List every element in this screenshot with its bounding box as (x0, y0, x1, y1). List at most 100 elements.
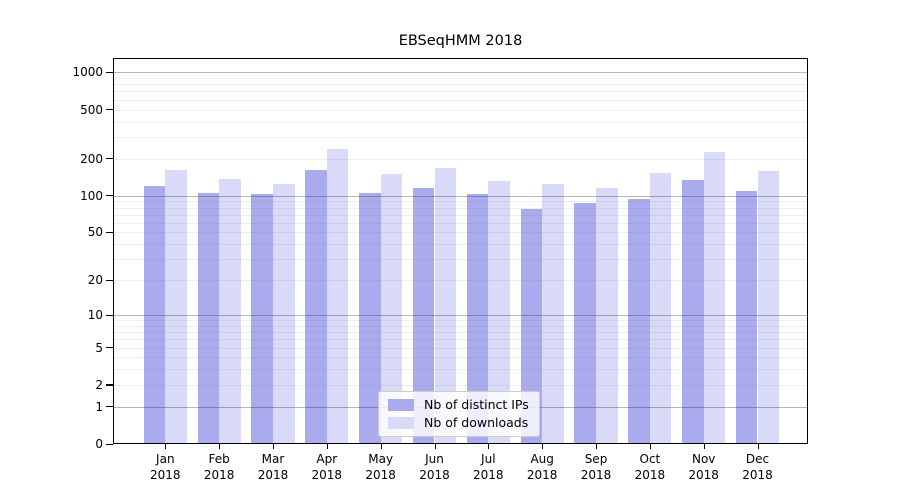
x-tick-mark (542, 444, 544, 449)
x-tick-label: Aug 2018 (510, 451, 574, 483)
legend-row-downloads: Nb of downloads (388, 415, 529, 430)
bar-distinct-ips (735, 191, 758, 444)
x-tick-label: Dec 2018 (726, 451, 790, 483)
legend-row-distinct-ips: Nb of distinct IPs (388, 397, 529, 412)
bar-downloads (596, 187, 618, 444)
y-tick-mark (106, 109, 113, 111)
x-tick-label-year: 2018 (688, 468, 719, 482)
x-tick-mark (649, 444, 652, 449)
legend-swatch-distinct-ips-icon (388, 398, 414, 411)
x-tick-mark (434, 444, 436, 449)
y-tick-label: 50 (87, 225, 103, 240)
x-tick-label-month: Dec (745, 452, 770, 466)
x-tick-label: May 2018 (349, 451, 413, 483)
x-tick-label-year: 2018 (311, 468, 343, 482)
y-tick-label: 0 (95, 437, 103, 451)
bar-downloads (434, 168, 457, 444)
y-tick-mark (106, 158, 113, 160)
y-tick-label: 5 (95, 340, 103, 355)
bar-downloads (649, 173, 672, 444)
x-tick-label-month: Jun (425, 452, 444, 466)
x-tick-mark (165, 444, 167, 449)
x-tick-mark (326, 444, 328, 449)
bar-downloads (326, 148, 349, 444)
x-tick-label-year: 2018 (742, 468, 773, 482)
x-tick-label: Mar 2018 (241, 451, 305, 483)
y-tick-label: 100 (80, 188, 103, 203)
bar-distinct-ips (143, 186, 166, 444)
x-tick-label-year: 2018 (473, 468, 504, 482)
x-tick-label: Jun 2018 (403, 451, 467, 483)
bar-distinct-ips (574, 203, 596, 444)
x-tick-label-year: 2018 (526, 468, 558, 482)
bar-downloads (219, 178, 241, 444)
bar-downloads (165, 169, 187, 444)
x-tick-label-month: Feb (208, 452, 230, 466)
bar-downloads (273, 184, 295, 444)
y-tick-mark (106, 195, 113, 197)
x-tick-mark (596, 444, 598, 449)
bar-distinct-ips (412, 187, 435, 444)
x-tick-label-month: Apr (316, 452, 338, 466)
bar-downloads (488, 180, 510, 444)
x-tick-label-year: 2018 (419, 468, 450, 482)
legend-label-distinct-ips: Nb of distinct IPs (424, 397, 529, 412)
x-tick-label: Apr 2018 (295, 451, 359, 483)
x-tick-label-month: May (368, 452, 394, 466)
x-tick-mark (703, 444, 705, 449)
x-tick-label-month: Aug (530, 452, 554, 466)
bar-distinct-ips (628, 199, 650, 444)
y-tick-label: 10 (87, 308, 103, 322)
y-tick-label: 1000 (72, 65, 103, 80)
x-tick-label-month: Jan (156, 452, 175, 466)
x-tick-label: Nov 2018 (672, 451, 736, 483)
x-tick-mark (380, 444, 382, 449)
y-tick-mark (106, 71, 113, 73)
y-tick-mark (106, 406, 113, 408)
chart-title: EBSeqHMM 2018 (398, 33, 523, 49)
x-tick-label-month: Nov (691, 452, 716, 466)
x-tick-mark (219, 444, 221, 449)
x-tick-label-year: 2018 (580, 468, 612, 482)
x-tick-label: Jan 2018 (133, 451, 197, 483)
y-tick-label: 20 (87, 273, 103, 288)
x-tick-label-month: Oct (639, 452, 661, 466)
x-tick-label-month: Sep (584, 452, 608, 466)
bar-distinct-ips (359, 192, 381, 444)
y-tick-mark (106, 384, 113, 386)
x-tick-label-month: Jul (481, 452, 496, 466)
bar-distinct-ips (520, 208, 543, 444)
x-tick-label: Oct 2018 (618, 451, 682, 483)
bar-downloads (757, 171, 780, 444)
x-tick-label: Jul 2018 (456, 451, 520, 483)
y-tick-mark (106, 279, 113, 281)
legend-label-downloads: Nb of downloads (424, 415, 529, 430)
x-tick-label: Sep 2018 (564, 451, 628, 483)
x-tick-mark (488, 444, 490, 449)
legend-swatch-downloads-icon (388, 416, 414, 429)
x-tick-label: Feb 2018 (187, 451, 251, 483)
y-tick-label: 500 (80, 102, 103, 117)
y-tick-label: 2 (95, 377, 103, 392)
x-tick-mark (757, 444, 759, 449)
x-tick-label-month: Mar (261, 452, 285, 466)
bar-downloads (703, 152, 726, 444)
y-tick-mark (106, 347, 113, 349)
bars-layer (113, 58, 808, 444)
y-tick-label: 200 (80, 151, 103, 166)
bar-distinct-ips (466, 194, 489, 444)
bar-distinct-ips (251, 194, 273, 444)
bar-downloads (542, 183, 564, 444)
x-tick-label-year: 2018 (257, 468, 289, 482)
x-tick-label-year: 2018 (365, 468, 396, 482)
bar-downloads (380, 174, 403, 444)
legend: Nb of distinct IPs Nb of downloads (378, 391, 540, 437)
bar-distinct-ips (197, 193, 220, 444)
y-tick-label: 1 (95, 399, 103, 414)
x-tick-label-year: 2018 (634, 468, 666, 482)
x-tick-label-year: 2018 (150, 468, 181, 482)
y-tick-mark (106, 231, 113, 234)
bar-distinct-ips (682, 180, 704, 444)
y-tick-mark (106, 443, 113, 445)
